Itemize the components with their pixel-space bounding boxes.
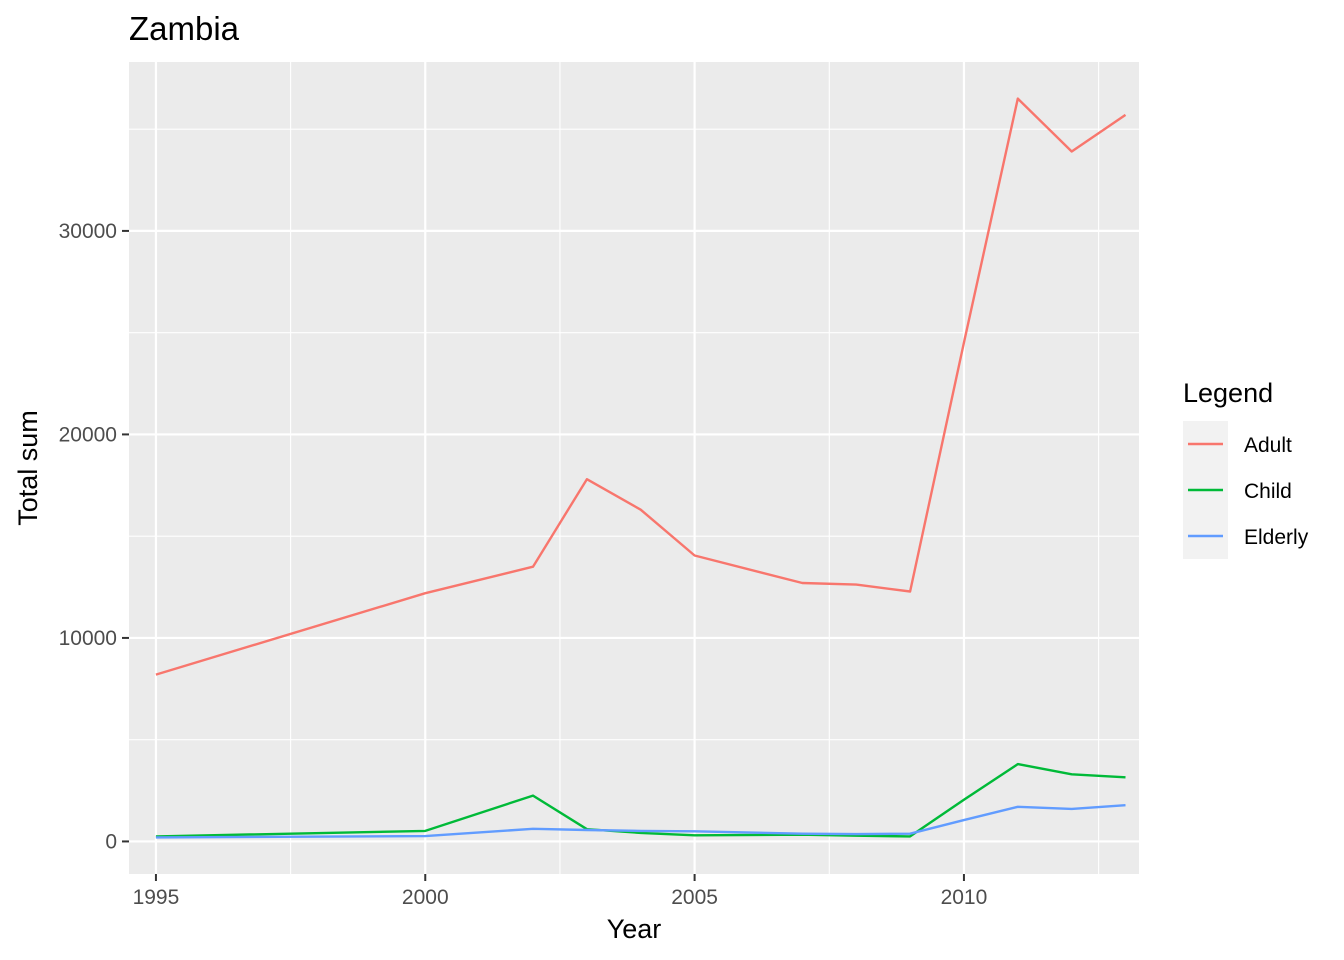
legend: Legend Adult Child Elderly bbox=[1183, 378, 1309, 559]
legend-items: Adult Child Elderly bbox=[1183, 421, 1309, 559]
series-line-elderly bbox=[155, 804, 1126, 839]
legend-label-adult: Adult bbox=[1244, 434, 1292, 457]
major-gridlines-x bbox=[154, 62, 966, 874]
series-layer bbox=[155, 97, 1127, 839]
x-tick-label: 2005 bbox=[671, 886, 718, 909]
x-axis-title: Year bbox=[607, 914, 662, 944]
y-tick-label: 10000 bbox=[59, 627, 117, 650]
x-tick-label: 2000 bbox=[402, 886, 449, 909]
series-line-adult bbox=[155, 97, 1127, 676]
minor-gridlines-y bbox=[129, 128, 1139, 741]
y-tick-label: 30000 bbox=[59, 220, 117, 243]
major-gridlines-y bbox=[129, 229, 1139, 843]
chart-title: Zambia bbox=[129, 10, 240, 47]
legend-label-elderly: Elderly bbox=[1244, 526, 1309, 549]
y-axis-title: Total sum bbox=[13, 410, 43, 526]
legend-title: Legend bbox=[1183, 378, 1273, 408]
x-tick-label: 1995 bbox=[133, 886, 180, 909]
x-tick-label: 2010 bbox=[941, 886, 988, 909]
x-axis: 1995 2000 2005 2010 bbox=[133, 874, 988, 909]
y-tick-label: 20000 bbox=[59, 423, 117, 446]
minor-gridlines-x bbox=[290, 62, 1100, 874]
legend-label-child: Child bbox=[1244, 480, 1292, 503]
y-tick-label: 0 bbox=[105, 830, 117, 853]
y-axis: 0 10000 20000 30000 bbox=[59, 220, 129, 853]
plot-background bbox=[129, 62, 1139, 874]
